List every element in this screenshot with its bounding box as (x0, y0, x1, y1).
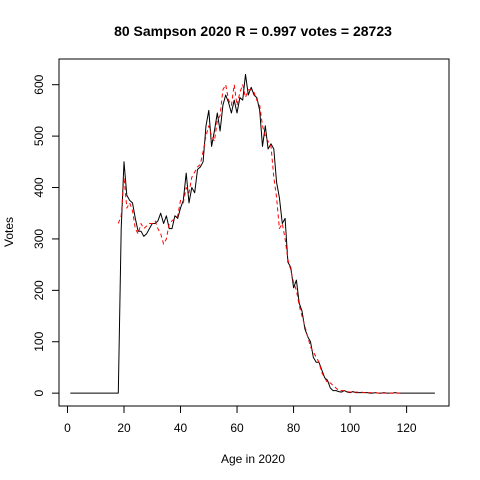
series-line-dashed (117, 84, 401, 394)
y-axis-label: Votes (2, 217, 16, 247)
x-axis: 0 20 40 60 80 100 120 (64, 405, 417, 435)
x-axis-label: Age in 2020 (221, 452, 285, 466)
y-tick-label: 300 (32, 229, 46, 249)
x-tick-label: 0 (64, 421, 71, 435)
x-tick-label: 20 (117, 421, 131, 435)
series-layer (70, 73, 435, 394)
y-tick-label: 500 (32, 126, 46, 146)
y-axis: 0 100 200 300 400 500 600 (32, 74, 60, 396)
chart-title: 80 Sampson 2020 R = 0.997 votes = 28723 (114, 23, 392, 39)
y-tick-label: 200 (32, 280, 46, 300)
x-tick-label: 80 (287, 421, 301, 435)
y-tick-label: 600 (32, 74, 46, 94)
x-tick-label: 120 (397, 421, 417, 435)
y-tick-label: 100 (32, 331, 46, 351)
x-tick-label: 100 (340, 421, 360, 435)
x-tick-label: 60 (230, 421, 244, 435)
series-line-solid (70, 73, 435, 394)
y-tick-label: 0 (32, 389, 46, 396)
x-tick-label: 40 (174, 421, 188, 435)
y-tick-label: 400 (32, 177, 46, 197)
plot-frame (58, 58, 450, 407)
